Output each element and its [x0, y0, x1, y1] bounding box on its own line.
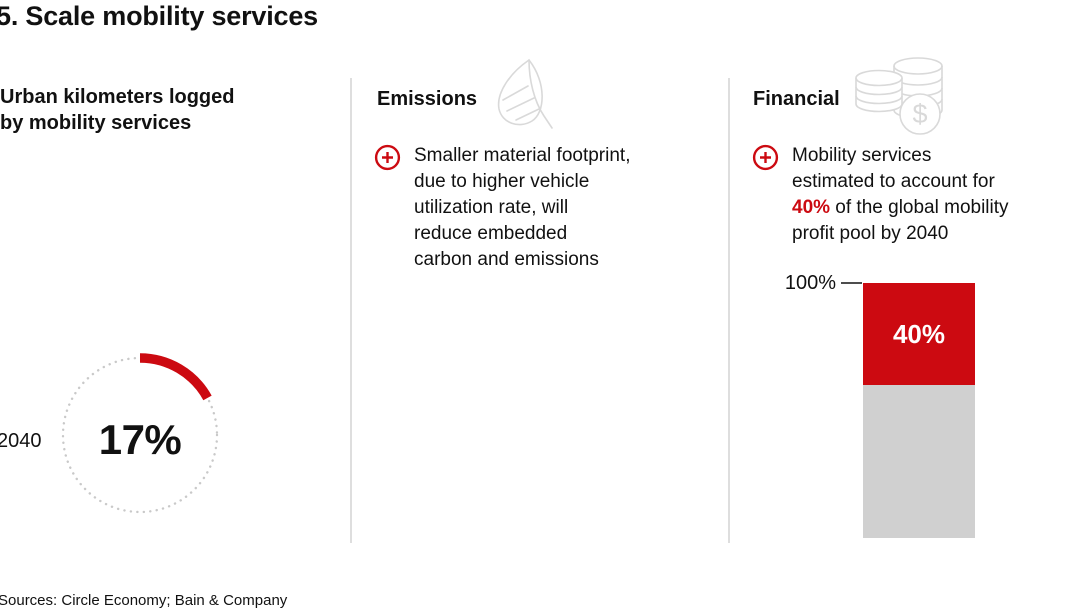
coins-icon: $: [855, 57, 943, 135]
plus-circle-icon: [752, 144, 779, 171]
sources-note: Sources: Circle Economy; Bain & Company: [0, 592, 288, 609]
urban-column-header: Urban kilometers logged by mobility serv…: [0, 86, 235, 134]
donut-arc: [139, 353, 212, 401]
financial-column-header: Financial: [753, 88, 840, 110]
financial-bullet-text: Mobility services estimated to account f…: [792, 143, 1009, 247]
bar-segment-gray: [863, 385, 975, 538]
financial-bullet: Mobility services estimated to account f…: [752, 143, 1052, 247]
donut-chart: [61, 353, 219, 514]
bar-axis-label: 100%: [784, 272, 836, 294]
donut-year-label: 2040: [0, 430, 42, 452]
leaf-icon: [497, 58, 553, 129]
page-title: 5. Scale mobility services: [0, 1, 318, 31]
financial-bullet-highlight: 40%: [792, 197, 831, 218]
plus-circle-icon: [374, 144, 401, 171]
financial-bullet-text-after: of the global mobility profit pool by 20…: [792, 197, 1009, 244]
donut-value-label: 17%: [98, 416, 182, 463]
emissions-column-header: Emissions: [377, 88, 478, 110]
bar-axis-tick: [841, 282, 862, 284]
stacked-bar-chart: 40%: [863, 283, 975, 538]
donut-dotted-track: [61, 356, 219, 514]
column-divider-2: [728, 78, 730, 543]
bar-segment-label: 40%: [892, 318, 946, 349]
emissions-bullet-text: Smaller material footprint, due to highe…: [414, 145, 631, 270]
svg-text:$: $: [912, 99, 927, 129]
bar-segment-red: 40%: [863, 283, 975, 385]
financial-bullet-text-before: Mobility services estimated to account f…: [792, 145, 995, 192]
column-divider-1: [350, 78, 352, 543]
emissions-bullet: Smaller material footprint, due to highe…: [374, 143, 694, 273]
